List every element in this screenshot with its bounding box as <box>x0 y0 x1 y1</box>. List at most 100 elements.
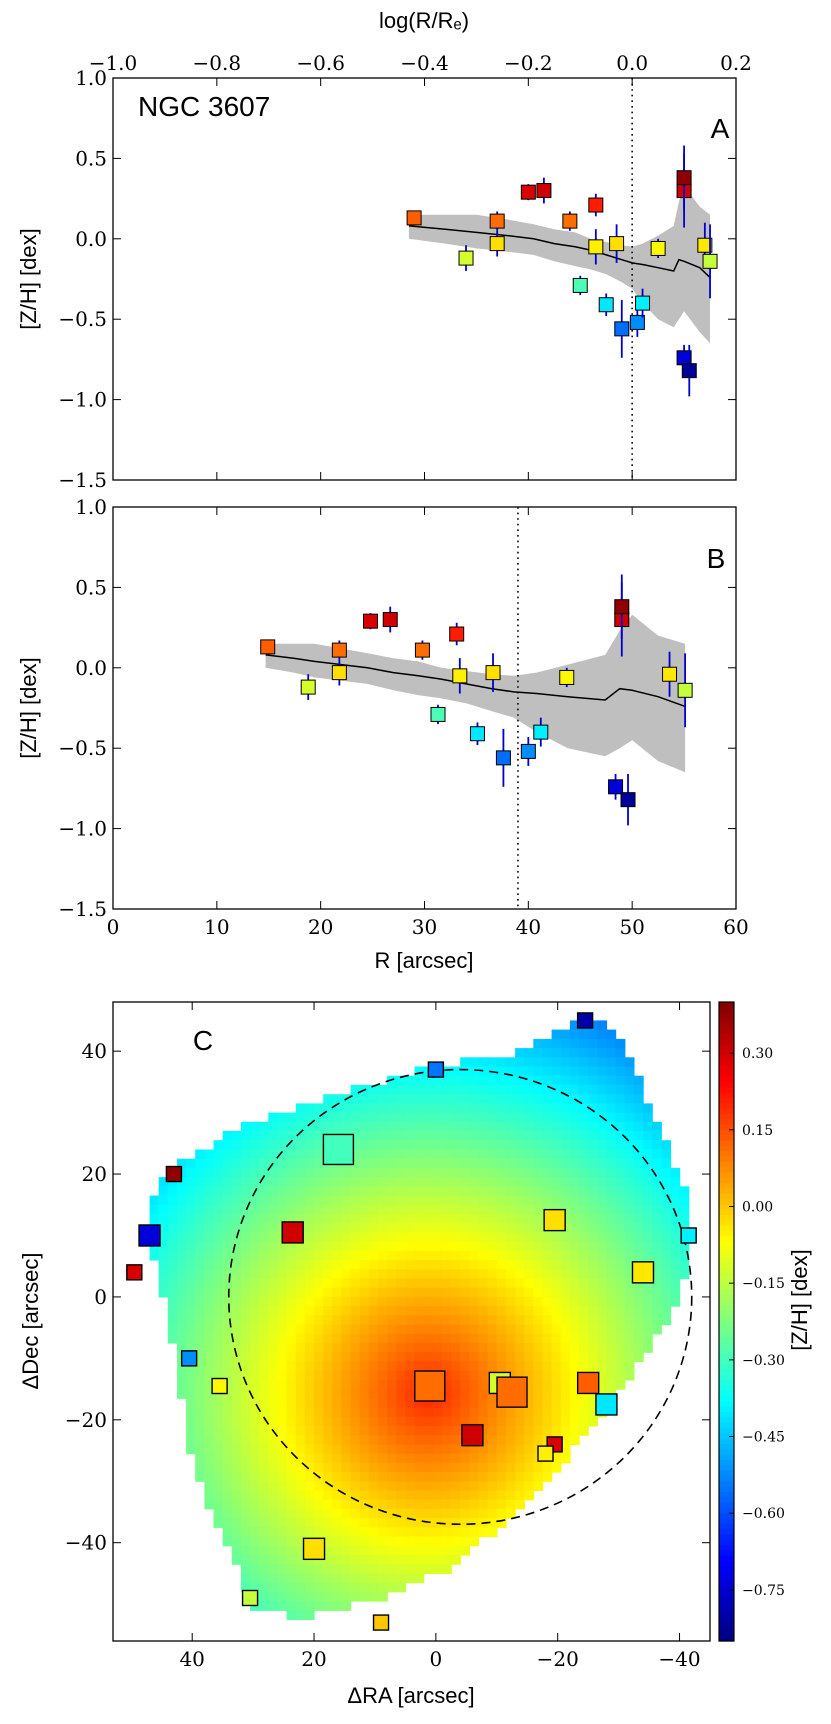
map-pixel <box>240 1499 251 1510</box>
map-pixel <box>177 1306 187 1316</box>
map-pixel <box>359 1545 370 1556</box>
map-pixel <box>359 1158 370 1169</box>
map-pixel <box>451 1481 461 1492</box>
map-pixel <box>332 1453 343 1464</box>
map-pixel <box>341 1287 352 1298</box>
map-pixel <box>368 1167 379 1178</box>
map-pixel <box>524 1361 534 1372</box>
map-pixel <box>323 1177 333 1187</box>
y-tick-label: 0 <box>94 1285 107 1309</box>
map-pixel <box>387 1324 397 1335</box>
map-pixel <box>487 1186 498 1197</box>
map-pixel <box>277 1462 288 1473</box>
map-pixel <box>679 1204 690 1215</box>
map-pixel <box>487 1214 498 1224</box>
map-pixel <box>533 1435 544 1445</box>
map-pixel <box>679 1260 690 1270</box>
map-pixel <box>304 1306 315 1316</box>
map-pixel <box>350 1407 361 1418</box>
map-pixel <box>213 1287 224 1298</box>
map-pixel <box>195 1379 205 1390</box>
map-pixel <box>295 1186 306 1197</box>
map-pixel <box>478 1416 489 1427</box>
map-pixel <box>314 1296 324 1307</box>
map-pixel <box>451 1508 461 1519</box>
map-pixel <box>195 1426 205 1436</box>
map-pixel <box>414 1186 425 1197</box>
map-pixel <box>432 1269 443 1280</box>
map-pixel <box>213 1195 224 1206</box>
map-pixel <box>496 1278 507 1289</box>
map-pixel <box>359 1306 370 1316</box>
map-pixel <box>368 1555 379 1565</box>
map-pixel <box>661 1177 672 1187</box>
map-pixel <box>359 1490 370 1501</box>
map-pixel <box>341 1232 352 1243</box>
map-pixel <box>167 1324 178 1335</box>
map-pixel <box>231 1149 242 1160</box>
map-pixel <box>359 1508 370 1519</box>
map-pixel <box>204 1315 215 1326</box>
map-pixel <box>451 1121 461 1132</box>
map-pixel <box>423 1361 434 1372</box>
map-pixel <box>213 1472 224 1482</box>
map-pixel <box>515 1048 525 1058</box>
colorbar-segment <box>719 1156 734 1163</box>
map-pixel <box>515 1472 525 1482</box>
map-pixel <box>560 1167 571 1178</box>
map-pixel <box>295 1407 306 1418</box>
map-pixel <box>405 1472 416 1482</box>
map-pixel <box>186 1278 196 1289</box>
map-pixel <box>414 1131 425 1141</box>
map-pixel <box>405 1223 416 1233</box>
map-pixel <box>515 1287 525 1298</box>
map-pixel <box>350 1444 361 1455</box>
map-pixel <box>314 1260 324 1270</box>
map-pixel <box>469 1296 480 1307</box>
map-pixel <box>268 1278 279 1289</box>
map-pixel <box>240 1573 251 1584</box>
map-pixel <box>332 1214 343 1224</box>
colorbar-segment <box>719 1007 734 1014</box>
y-tick-label: 20 <box>82 1162 107 1186</box>
map-pixel <box>250 1536 260 1547</box>
map-pixel <box>195 1260 205 1270</box>
colorbar-segment <box>719 1119 734 1126</box>
data-point <box>635 295 651 311</box>
map-pixel <box>405 1121 416 1132</box>
map-pixel <box>661 1158 672 1169</box>
map-pixel <box>478 1149 489 1160</box>
map-pixel <box>240 1287 251 1298</box>
map-pixel <box>250 1527 260 1538</box>
map-pixel <box>606 1195 617 1206</box>
map-pixel <box>332 1444 343 1455</box>
map-pixel <box>186 1250 196 1261</box>
map-pixel <box>259 1195 269 1206</box>
map-pixel <box>250 1416 260 1427</box>
map-pixel <box>387 1250 397 1261</box>
map-pixel <box>478 1490 489 1501</box>
data-point <box>559 669 575 685</box>
map-pixel <box>515 1121 525 1132</box>
map-pixel <box>542 1112 553 1123</box>
map-pixel <box>359 1472 370 1482</box>
colorbar-segment <box>719 1151 734 1158</box>
map-pixel <box>231 1426 242 1436</box>
map-pixel <box>432 1195 443 1206</box>
colorbar-segment <box>719 1092 734 1099</box>
map-pixel <box>487 1444 498 1455</box>
map-pixel <box>250 1379 260 1390</box>
map-pixel <box>323 1379 333 1390</box>
colorbar-segment <box>719 1390 734 1397</box>
map-pixel <box>323 1518 333 1528</box>
colorbar-segment <box>719 1422 734 1429</box>
map-pixel <box>167 1214 178 1224</box>
map-pixel <box>551 1269 562 1280</box>
map-pixel <box>378 1167 388 1178</box>
map-pixel <box>368 1140 379 1150</box>
map-pixel <box>286 1398 297 1409</box>
x-tick-label: 40 <box>516 915 541 939</box>
map-pixel <box>378 1527 388 1538</box>
map-pixel <box>460 1472 470 1482</box>
map-pixel <box>615 1343 626 1353</box>
